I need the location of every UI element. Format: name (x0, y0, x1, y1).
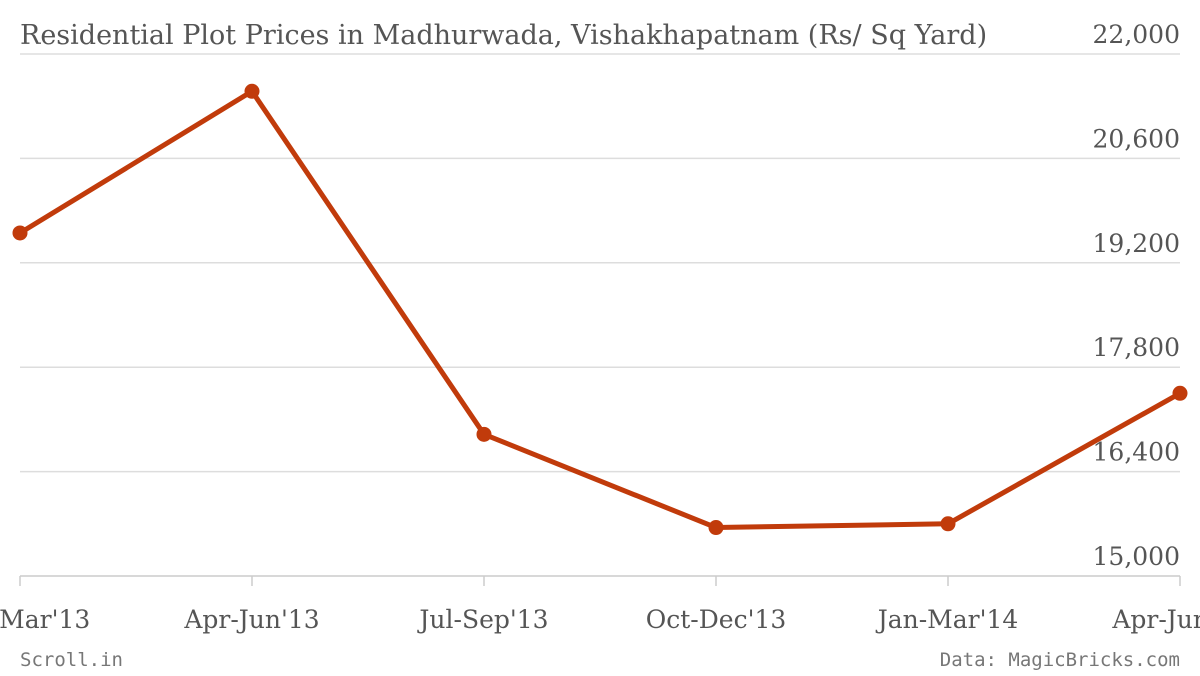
x-tick-label: Apr-Jun'13 (183, 605, 319, 634)
x-tick-label: Oct-Dec'13 (646, 605, 787, 634)
x-axis-tick-labels: Jan-Mar'13 Apr-Jun'13 Jul-Sep'13 Oct-Dec'13… (0, 605, 1200, 634)
y-tick-label: 17,800 (1093, 333, 1180, 362)
y-tick-label: 15,000 (1093, 542, 1180, 571)
y-tick-label: 22,000 (1093, 20, 1180, 49)
y-tick-label: 20,600 (1093, 124, 1180, 153)
grid-lines (20, 53, 1180, 473)
chart-title: Residential Plot Prices in Madhurwada, V… (20, 20, 987, 51)
y-tick-label: 19,200 (1093, 229, 1180, 258)
data-point (244, 83, 260, 99)
data-point (708, 520, 724, 536)
x-tick-label: Jan-Mar'14 (875, 605, 1019, 634)
series-line (17, 88, 1183, 531)
footer-source-right: Data: MagicBricks.com (940, 649, 1180, 671)
series-layer (12, 83, 1188, 536)
x-axis-tick-marks (19, 576, 1181, 586)
y-axis-tick-labels: 15,000 16,400 17,800 19,200 20,600 22,000 (1093, 20, 1180, 571)
data-point (940, 516, 956, 532)
y-tick-label: 16,400 (1093, 438, 1180, 467)
x-tick-label: Apr-Jun'14 (1111, 605, 1200, 634)
x-tick-label: Jul-Sep'13 (416, 605, 548, 634)
data-point (476, 426, 492, 442)
x-tick-label: Jan-Mar'13 (0, 605, 90, 634)
data-point (12, 225, 28, 241)
footer-source-left: Scroll.in (20, 649, 123, 671)
data-point (1172, 385, 1188, 401)
